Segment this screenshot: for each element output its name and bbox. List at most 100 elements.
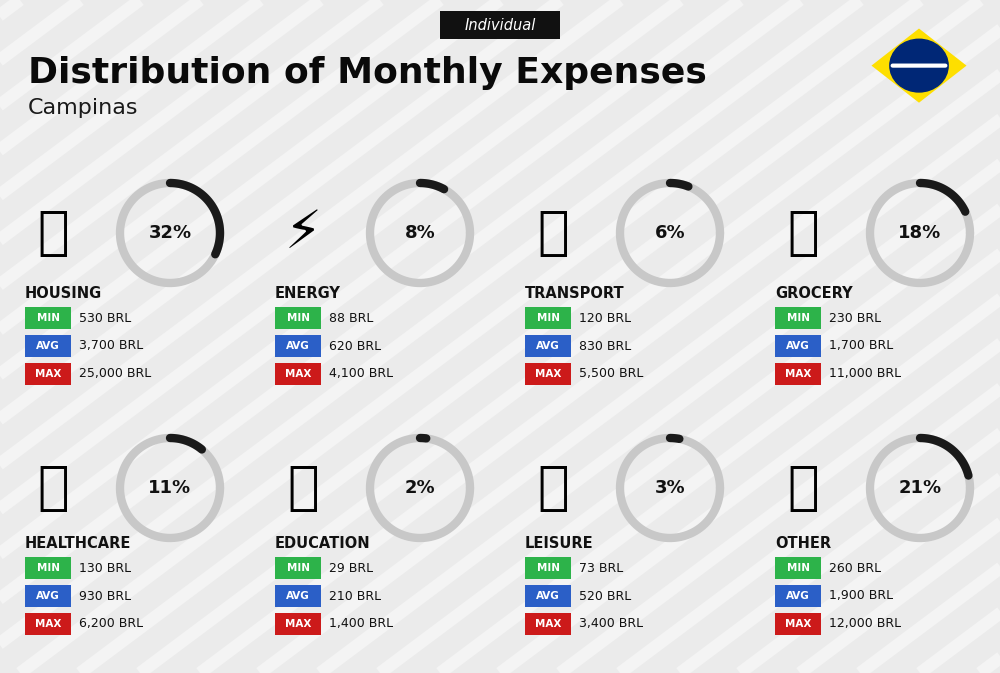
Text: 🏥: 🏥 xyxy=(37,462,69,514)
Text: AVG: AVG xyxy=(36,591,60,601)
Text: 210 BRL: 210 BRL xyxy=(329,590,381,602)
Text: AVG: AVG xyxy=(286,341,310,351)
Text: 21%: 21% xyxy=(898,479,942,497)
FancyBboxPatch shape xyxy=(275,613,321,635)
FancyBboxPatch shape xyxy=(25,557,71,579)
Text: 3,400 BRL: 3,400 BRL xyxy=(579,618,643,631)
Text: 2%: 2% xyxy=(405,479,435,497)
Text: 930 BRL: 930 BRL xyxy=(79,590,131,602)
Text: 25,000 BRL: 25,000 BRL xyxy=(79,367,151,380)
Text: MIN: MIN xyxy=(287,563,310,573)
FancyBboxPatch shape xyxy=(525,557,571,579)
Polygon shape xyxy=(871,28,967,103)
Text: ⚡: ⚡ xyxy=(285,207,322,259)
FancyBboxPatch shape xyxy=(275,335,321,357)
Text: 120 BRL: 120 BRL xyxy=(579,312,631,324)
Text: MIN: MIN xyxy=(536,563,560,573)
Text: MAX: MAX xyxy=(35,619,61,629)
Text: AVG: AVG xyxy=(786,591,810,601)
Text: AVG: AVG xyxy=(36,341,60,351)
Text: GROCERY: GROCERY xyxy=(775,285,853,301)
Text: 18%: 18% xyxy=(898,224,942,242)
Text: 830 BRL: 830 BRL xyxy=(579,339,631,353)
Text: AVG: AVG xyxy=(536,591,560,601)
Text: MIN: MIN xyxy=(36,563,60,573)
Text: 230 BRL: 230 BRL xyxy=(829,312,881,324)
FancyBboxPatch shape xyxy=(775,335,821,357)
Text: LEISURE: LEISURE xyxy=(525,536,594,551)
Text: 6%: 6% xyxy=(655,224,685,242)
Text: 3%: 3% xyxy=(655,479,685,497)
Text: Campinas: Campinas xyxy=(28,98,138,118)
Text: 130 BRL: 130 BRL xyxy=(79,561,131,575)
Text: MAX: MAX xyxy=(285,369,311,379)
Text: 1,700 BRL: 1,700 BRL xyxy=(829,339,893,353)
Text: 32%: 32% xyxy=(148,224,192,242)
Text: MAX: MAX xyxy=(535,369,561,379)
Text: 🏠: 🏠 xyxy=(37,207,69,259)
Text: 5,500 BRL: 5,500 BRL xyxy=(579,367,643,380)
FancyBboxPatch shape xyxy=(775,613,821,635)
FancyBboxPatch shape xyxy=(525,307,571,329)
FancyBboxPatch shape xyxy=(25,307,71,329)
Text: AVG: AVG xyxy=(286,591,310,601)
Text: MIN: MIN xyxy=(536,313,560,323)
Text: MAX: MAX xyxy=(35,369,61,379)
Text: 8%: 8% xyxy=(405,224,435,242)
Text: 88 BRL: 88 BRL xyxy=(329,312,373,324)
Text: 520 BRL: 520 BRL xyxy=(579,590,631,602)
Text: 3,700 BRL: 3,700 BRL xyxy=(79,339,143,353)
FancyBboxPatch shape xyxy=(525,335,571,357)
Text: 260 BRL: 260 BRL xyxy=(829,561,881,575)
Text: 12,000 BRL: 12,000 BRL xyxy=(829,618,901,631)
Text: MAX: MAX xyxy=(535,619,561,629)
Text: EDUCATION: EDUCATION xyxy=(275,536,371,551)
Text: Distribution of Monthly Expenses: Distribution of Monthly Expenses xyxy=(28,56,707,90)
Text: 11,000 BRL: 11,000 BRL xyxy=(829,367,901,380)
FancyBboxPatch shape xyxy=(525,585,571,607)
Text: 530 BRL: 530 BRL xyxy=(79,312,131,324)
FancyBboxPatch shape xyxy=(25,613,71,635)
Text: ENERGY: ENERGY xyxy=(275,285,341,301)
Text: MIN: MIN xyxy=(287,313,310,323)
FancyBboxPatch shape xyxy=(275,307,321,329)
Text: 620 BRL: 620 BRL xyxy=(329,339,381,353)
FancyBboxPatch shape xyxy=(775,585,821,607)
FancyBboxPatch shape xyxy=(25,335,71,357)
Text: MIN: MIN xyxy=(36,313,60,323)
FancyBboxPatch shape xyxy=(440,11,560,39)
Text: 29 BRL: 29 BRL xyxy=(329,561,373,575)
Text: 💼: 💼 xyxy=(787,462,819,514)
Text: 1,900 BRL: 1,900 BRL xyxy=(829,590,893,602)
Text: 11%: 11% xyxy=(148,479,192,497)
Text: 6,200 BRL: 6,200 BRL xyxy=(79,618,143,631)
Text: MAX: MAX xyxy=(785,369,811,379)
Text: Individual: Individual xyxy=(464,17,536,32)
Text: OTHER: OTHER xyxy=(775,536,831,551)
FancyBboxPatch shape xyxy=(775,557,821,579)
FancyBboxPatch shape xyxy=(775,363,821,385)
Text: MAX: MAX xyxy=(785,619,811,629)
Text: 🎓: 🎓 xyxy=(287,462,319,514)
Text: TRANSPORT: TRANSPORT xyxy=(525,285,625,301)
FancyBboxPatch shape xyxy=(275,557,321,579)
Text: HOUSING: HOUSING xyxy=(25,285,102,301)
FancyBboxPatch shape xyxy=(25,363,71,385)
Text: 🛍: 🛍 xyxy=(537,462,569,514)
FancyBboxPatch shape xyxy=(525,363,571,385)
Text: 🚌: 🚌 xyxy=(537,207,569,259)
Text: 4,100 BRL: 4,100 BRL xyxy=(329,367,393,380)
FancyBboxPatch shape xyxy=(25,585,71,607)
Text: 73 BRL: 73 BRL xyxy=(579,561,623,575)
Text: 1,400 BRL: 1,400 BRL xyxy=(329,618,393,631)
Text: HEALTHCARE: HEALTHCARE xyxy=(25,536,131,551)
Text: AVG: AVG xyxy=(786,341,810,351)
Text: AVG: AVG xyxy=(536,341,560,351)
FancyBboxPatch shape xyxy=(275,585,321,607)
FancyBboxPatch shape xyxy=(525,613,571,635)
Text: MIN: MIN xyxy=(786,563,810,573)
Text: 🛒: 🛒 xyxy=(787,207,819,259)
Text: MAX: MAX xyxy=(285,619,311,629)
Text: MIN: MIN xyxy=(786,313,810,323)
FancyBboxPatch shape xyxy=(775,307,821,329)
